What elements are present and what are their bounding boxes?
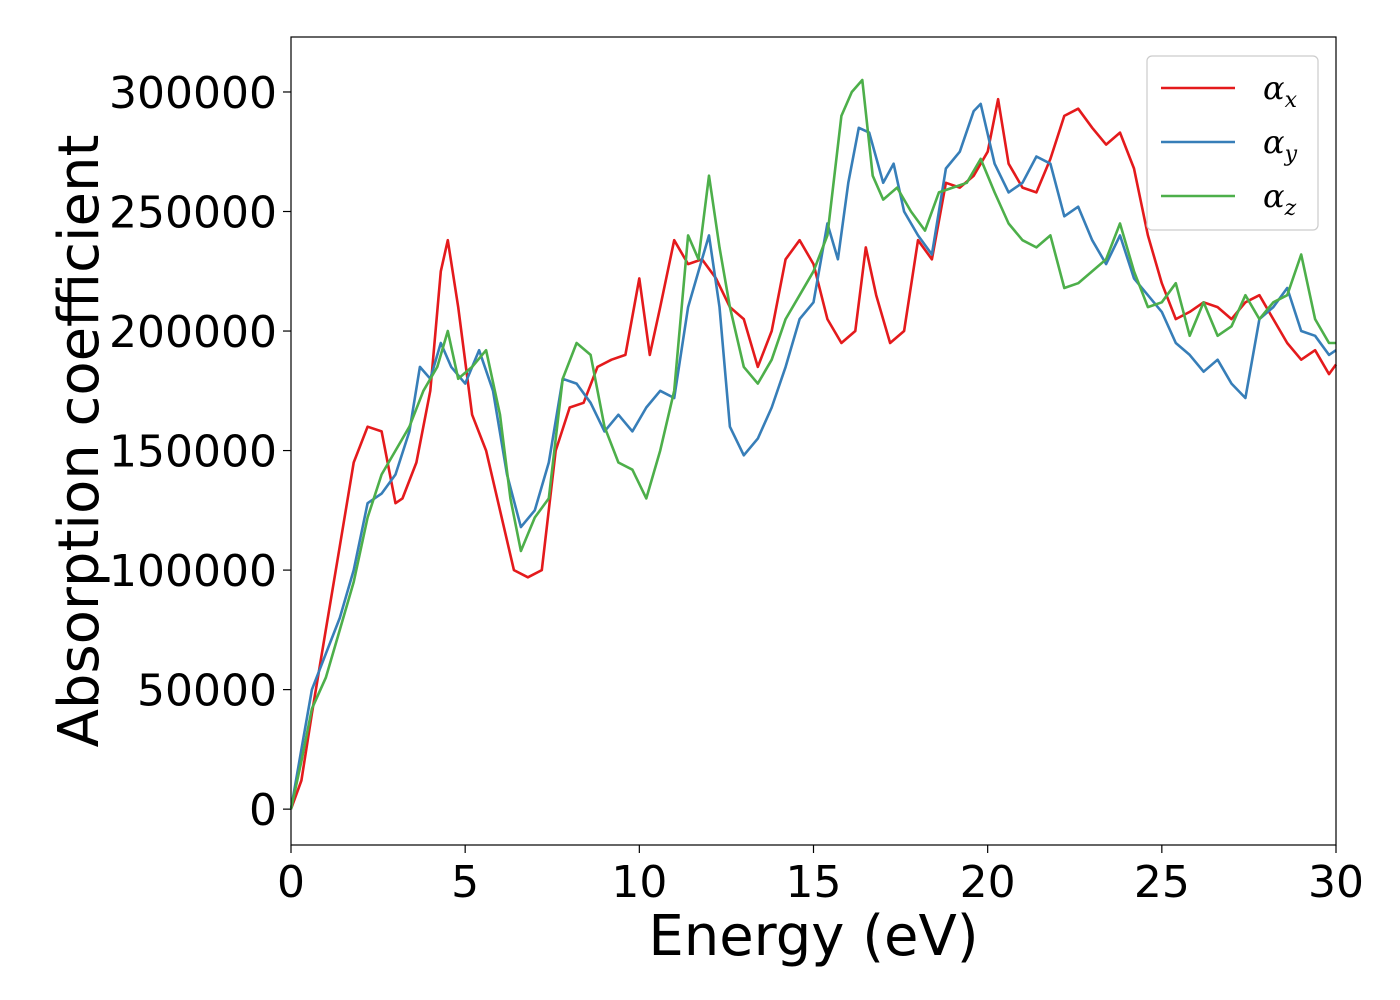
legend-label-alpha_y: αy <box>1263 123 1298 167</box>
y-tick-label: 250000 <box>109 188 277 239</box>
y-tick-label: 200000 <box>109 307 277 358</box>
x-tick-label: 5 <box>451 857 479 908</box>
y-tick-label: 100000 <box>109 546 277 597</box>
x-tick-label: 30 <box>1308 857 1364 908</box>
x-tick-label: 15 <box>786 857 842 908</box>
series-line-alpha_z <box>289 78 1336 810</box>
x-axis: 0 5 10 15 20 25 30 <box>277 845 1364 908</box>
legend-subscript: z <box>1284 196 1297 221</box>
plot-frame <box>290 36 1337 846</box>
x-tick-label: 0 <box>277 857 305 908</box>
legend-symbol: α <box>1263 69 1285 107</box>
legend-symbol: α <box>1263 177 1285 215</box>
legend-label-alpha_z: αz <box>1263 177 1297 221</box>
y-tick-label: 300000 <box>109 68 277 119</box>
legend-subscript: y <box>1284 142 1298 167</box>
x-axis-label: Energy (eV) <box>648 904 978 969</box>
y-tick-label: 0 <box>249 785 277 836</box>
plot-area <box>289 78 1338 810</box>
legend-subscript: x <box>1285 88 1298 113</box>
x-tick-label: 25 <box>1134 857 1190 908</box>
y-axis: 0 50000 100000 150000 200000 250000 300000 <box>109 68 291 836</box>
legend-label-alpha_x: αx <box>1263 69 1298 113</box>
legend-symbol: α <box>1263 123 1285 161</box>
x-tick-label: 20 <box>960 857 1016 908</box>
y-tick-label: 50000 <box>137 666 277 717</box>
series-line-alpha_x <box>289 97 1338 810</box>
y-axis-label: Absorption coefficient <box>47 135 112 748</box>
x-tick-label: 10 <box>611 857 667 908</box>
y-tick-label: 150000 <box>109 427 277 478</box>
